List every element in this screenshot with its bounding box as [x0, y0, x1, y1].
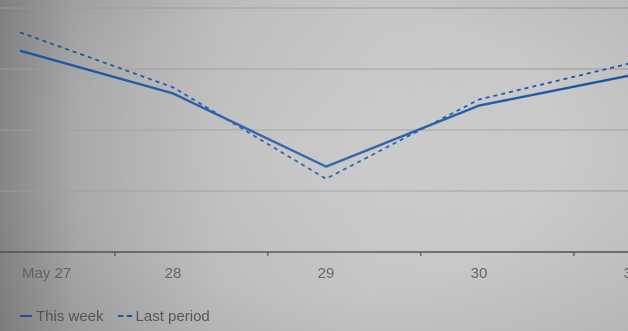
x-tick-label: 30	[471, 265, 488, 282]
legend-item-this-week[interactable]: This week	[20, 308, 104, 325]
series-line-this-week	[19, 49, 628, 168]
x-axis	[0, 251, 628, 256]
legend-label-last-period: Last period	[135, 307, 210, 325]
series-lines	[19, 31, 628, 180]
series-line-last-period	[19, 31, 628, 180]
x-tick-label: 28	[165, 265, 182, 282]
dashed-line-swatch-icon	[117, 315, 132, 317]
gridlines	[0, 7, 628, 192]
x-tick-labels: May 27 28 29 30 31	[22, 265, 628, 282]
x-tick-label: 29	[318, 265, 335, 282]
legend: This week Last period	[20, 306, 210, 326]
x-tick-label: 31	[624, 265, 628, 282]
legend-item-last-period[interactable]: Last period	[117, 307, 210, 325]
legend-label-this-week: This week	[36, 307, 104, 325]
solid-line-swatch-icon	[20, 315, 32, 317]
x-tick-label: May 27	[22, 265, 71, 282]
